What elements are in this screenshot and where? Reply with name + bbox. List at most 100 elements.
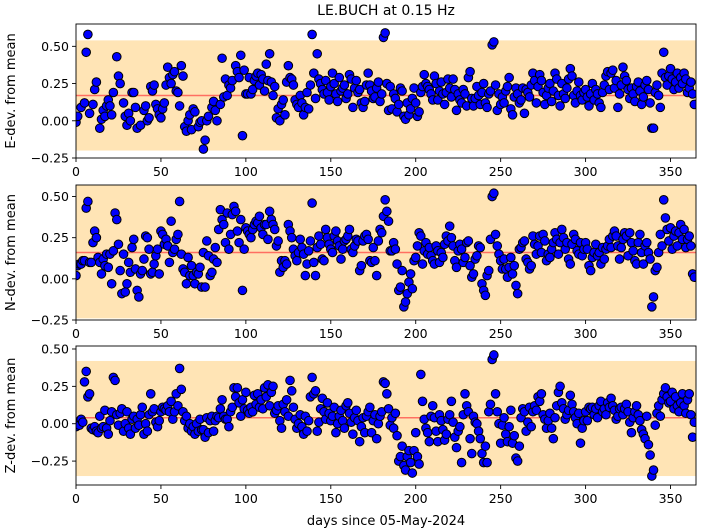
n-data-point	[480, 290, 491, 301]
e-data-point	[451, 105, 462, 116]
n-data-point	[327, 247, 338, 258]
e-data-point	[499, 98, 509, 108]
n-data-point	[660, 213, 671, 223]
z-y-tick-label: 0.25	[41, 379, 69, 394]
n-data-point	[438, 252, 448, 263]
n-data-point	[383, 216, 394, 227]
z-data-point	[427, 400, 438, 411]
z-data-point	[475, 433, 486, 444]
e-data-point	[327, 68, 338, 78]
n-data-point	[230, 206, 241, 217]
e-data-point	[613, 102, 623, 113]
n-data-point	[465, 260, 475, 271]
n-data-point	[392, 259, 402, 269]
n-data-point	[292, 255, 302, 266]
z-data-point	[217, 395, 227, 405]
n-data-point	[585, 265, 596, 276]
e-data-point	[79, 98, 90, 108]
z-y-tick-label: 0.50	[41, 341, 69, 356]
n-data-point	[336, 254, 346, 264]
z-data-point	[565, 390, 576, 401]
e-data-point	[106, 110, 117, 120]
e-data-point	[478, 78, 489, 89]
n-data-point	[144, 244, 154, 255]
n-data-point	[416, 231, 426, 241]
z-data-point	[446, 396, 457, 407]
e-axes-frame	[75, 23, 697, 159]
n-data-point	[201, 236, 212, 246]
e-data-point	[433, 95, 443, 105]
z-data-point	[466, 448, 477, 459]
z-data-point	[485, 399, 496, 410]
n-data-point	[405, 269, 416, 279]
e-data-point	[169, 66, 180, 77]
n-data-point	[263, 234, 273, 245]
e-data-point	[376, 89, 387, 99]
e-data-point	[275, 115, 285, 126]
n-data-point	[492, 241, 503, 251]
e-data-point	[130, 102, 141, 113]
e-data-point	[665, 63, 676, 74]
e-data-point	[393, 99, 404, 110]
n-data-point	[118, 249, 129, 259]
n-data-point	[120, 287, 131, 297]
z-data-point	[241, 387, 251, 398]
n-data-point	[303, 246, 314, 256]
z-data-point	[504, 421, 514, 432]
chart-title: LE.BUCH at 0.15 Hz	[317, 3, 455, 19]
e-data-point	[351, 75, 362, 86]
n-data-point	[652, 262, 662, 273]
e-data-point	[502, 81, 513, 92]
z-data-point	[643, 439, 654, 450]
e-data-point	[560, 93, 571, 104]
n-data-point	[614, 254, 625, 264]
e-data-point	[288, 80, 299, 90]
e-data-point	[641, 75, 652, 86]
n-data-point	[468, 269, 479, 279]
e-data-point	[247, 84, 258, 95]
e-data-point	[342, 89, 353, 99]
z-data-point	[176, 384, 187, 395]
e-x-tick-label: 50	[153, 164, 169, 179]
n-data-point	[356, 260, 367, 271]
z-data-point	[546, 423, 557, 434]
n-data-point	[451, 262, 462, 273]
n-data-point	[123, 257, 134, 268]
e-data-point	[128, 87, 139, 98]
n-data-point	[382, 206, 392, 217]
n-y-tick-label: −0.25	[31, 313, 69, 328]
n-data-point	[246, 232, 256, 243]
e-data-point	[655, 102, 666, 113]
n-data-point	[641, 237, 652, 248]
e-data-point	[397, 86, 407, 96]
n-data-point	[174, 196, 185, 207]
e-data-point	[264, 48, 275, 59]
n-data-point	[689, 272, 696, 282]
n-data-point	[410, 252, 421, 263]
n-data-point	[305, 236, 316, 246]
z-data-point	[366, 427, 377, 438]
e-data-point	[562, 83, 572, 93]
n-data-point	[307, 198, 317, 208]
n-data-point	[111, 214, 122, 225]
z-data-point	[550, 412, 560, 423]
n-data-point	[264, 206, 275, 217]
z-data-point	[288, 402, 299, 413]
z-axes-frame	[75, 345, 697, 486]
e-data-point	[686, 77, 696, 87]
z-data-point	[154, 415, 165, 426]
e-data-point	[173, 87, 183, 98]
n-data-point	[309, 257, 319, 268]
n-data-point	[83, 196, 93, 207]
n-data-point	[281, 259, 292, 269]
e-data-point	[283, 60, 294, 71]
z-data-point	[351, 405, 362, 416]
e-data-point	[156, 113, 166, 123]
n-data-point	[235, 214, 246, 225]
z-data-point	[322, 398, 333, 408]
z-data-point	[480, 441, 491, 451]
e-data-point	[198, 144, 209, 154]
n-data-point	[658, 195, 669, 205]
e-data-point	[448, 74, 458, 84]
